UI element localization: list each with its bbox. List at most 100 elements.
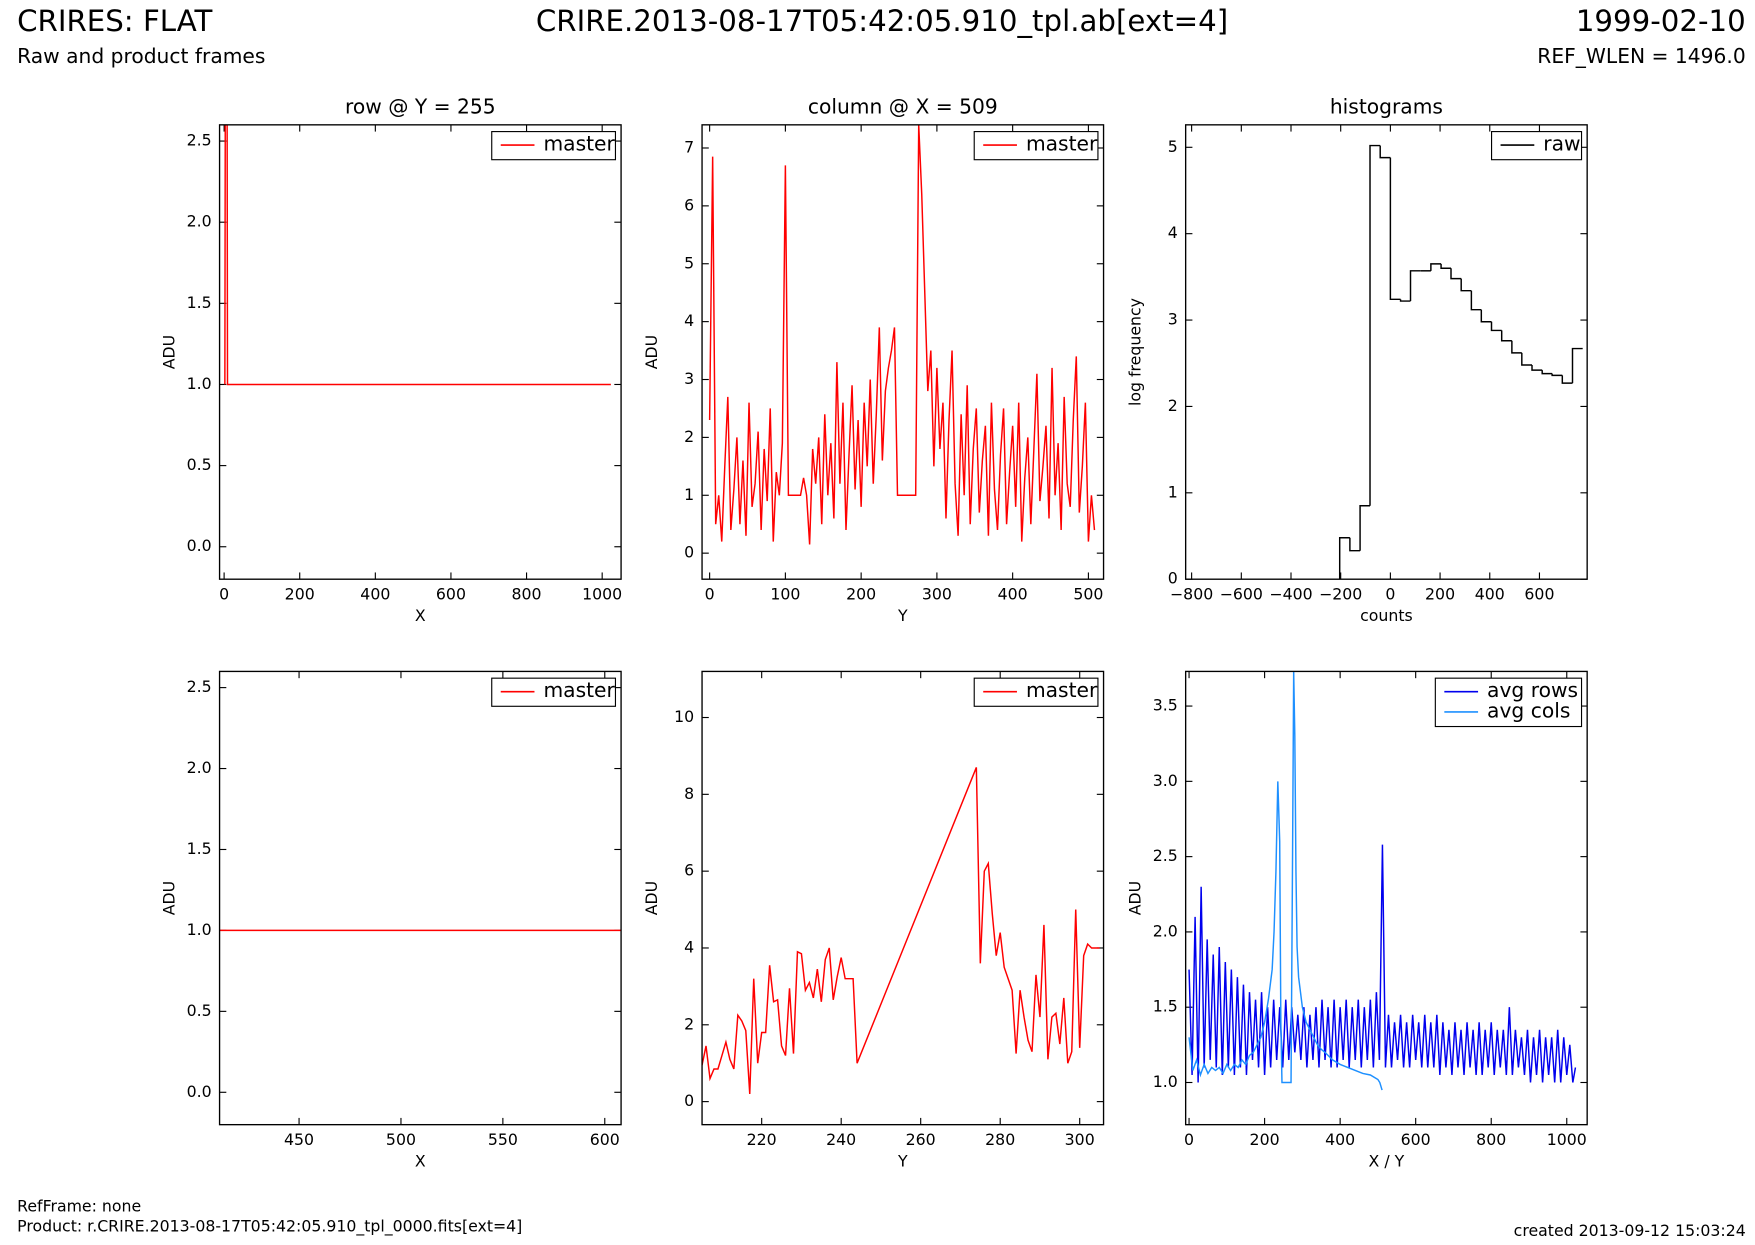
y-tick-label: 1.0 <box>1153 1072 1178 1091</box>
plot-frame <box>218 124 622 580</box>
y-tick-label: 1 <box>1168 482 1178 501</box>
histogram-step <box>1480 309 1492 323</box>
legend-label: master <box>543 678 615 702</box>
x-tick-label: 400 <box>1475 584 1505 603</box>
x-tick-label: 260 <box>906 1130 936 1149</box>
x-tick-label: 1000 <box>582 584 622 603</box>
x-tick-label: 0 <box>705 584 715 603</box>
x-tick-label: 600 <box>436 584 466 603</box>
y-tick-label: 1.5 <box>187 839 212 858</box>
histogram-step <box>1450 268 1462 280</box>
histogram-step <box>1571 347 1583 384</box>
y-tick-label: 6 <box>684 195 694 214</box>
histogram-step <box>1490 321 1502 332</box>
histogram-step <box>1349 537 1361 552</box>
legend-label: master <box>1026 678 1098 702</box>
x-tick-label: 0 <box>1385 584 1395 603</box>
x-axis-label: Y <box>897 1151 908 1170</box>
x-tick-label: 550 <box>488 1130 518 1149</box>
y-tick-label: 10 <box>674 707 694 726</box>
legend-label: raw <box>1543 132 1580 156</box>
y-tick-label: 1.5 <box>1153 997 1178 1016</box>
series-line <box>708 124 1096 545</box>
y-tick-label: 0.5 <box>187 1001 212 1020</box>
header-title: CRIRES: FLAT <box>17 4 212 38</box>
x-tick-label: 0 <box>1184 1130 1194 1149</box>
y-tick-label: 2.0 <box>187 212 212 231</box>
histogram-step <box>1551 373 1563 377</box>
y-tick-label: 3.5 <box>1153 696 1178 715</box>
y-tick-label: 5 <box>684 253 694 272</box>
x-tick-label: 240 <box>826 1130 856 1149</box>
y-tick-label: 0 <box>684 543 694 562</box>
histogram-step <box>1379 145 1391 159</box>
x-tick-label: 0 <box>219 584 229 603</box>
header-date: 1999-02-10 <box>1576 4 1746 38</box>
y-tick-label: 0 <box>684 1091 694 1110</box>
series-line <box>702 767 1100 1094</box>
x-tick-label: 600 <box>1524 584 1554 603</box>
footer-ref-frame: RefFrame: none <box>17 1196 141 1215</box>
histogram-step <box>1430 263 1442 271</box>
footer-created: created 2013-09-12 15:03:24 <box>1514 1221 1746 1240</box>
y-tick-label: 6 <box>684 861 694 880</box>
series-line <box>1188 671 1383 1091</box>
plot-frame <box>1184 124 1588 580</box>
x-tick-label: 800 <box>1476 1130 1506 1149</box>
histogram-step <box>1399 299 1411 302</box>
y-tick-label: 0.0 <box>187 1082 212 1101</box>
histogram-step <box>1389 157 1401 301</box>
y-tick-label: 0 <box>1168 569 1178 588</box>
y-tick-label: 2.5 <box>187 131 212 150</box>
y-axis-label: ADU <box>642 335 661 369</box>
y-tick-label: 3 <box>684 369 694 388</box>
legend-label: avg cols <box>1487 698 1570 722</box>
x-tick-label: 200 <box>846 584 876 603</box>
plot-frame <box>701 670 1105 1126</box>
y-axis-label: ADU <box>160 881 179 915</box>
legend-box <box>973 131 1099 161</box>
plot-frame <box>701 124 1105 580</box>
y-tick-label: 1.0 <box>187 920 212 939</box>
x-axis-label: counts <box>1360 606 1413 625</box>
series-line <box>1188 844 1577 1083</box>
x-tick-label: 220 <box>747 1130 777 1149</box>
y-tick-label: 2 <box>684 1014 694 1033</box>
panel-title: histograms <box>1330 94 1443 118</box>
legend-box <box>1434 677 1583 728</box>
y-tick-label: 3.0 <box>1153 771 1178 790</box>
x-axis-label: X / Y <box>1369 1151 1405 1170</box>
histogram-step <box>1338 537 1350 580</box>
y-tick-label: 4 <box>684 937 694 956</box>
x-tick-label: 300 <box>922 584 952 603</box>
x-tick-label: −600 <box>1220 584 1263 603</box>
y-tick-label: 2 <box>1168 396 1178 415</box>
x-tick-label: 450 <box>284 1130 314 1149</box>
histogram-step <box>1561 375 1573 384</box>
histogram-step <box>1440 263 1452 269</box>
footer-product: Product: r.CRIRE.2013-08-17T05:42:05.910… <box>17 1217 522 1237</box>
histogram-step <box>1531 364 1543 371</box>
legend-label: avg rows <box>1487 678 1578 702</box>
legend-label: master <box>543 132 615 156</box>
histogram-step <box>1470 290 1482 311</box>
x-tick-label: 500 <box>1073 584 1103 603</box>
x-tick-label: 200 <box>1425 584 1455 603</box>
x-tick-label: 280 <box>985 1130 1015 1149</box>
x-axis-label: X <box>415 1151 426 1170</box>
histogram-step <box>1511 340 1522 354</box>
y-tick-label: 8 <box>684 784 694 803</box>
y-tick-label: 2.0 <box>187 758 212 777</box>
x-tick-label: 400 <box>1325 1130 1355 1149</box>
y-tick-label: 2 <box>684 427 694 446</box>
y-tick-label: 2.0 <box>1153 921 1178 940</box>
series-line <box>224 124 611 386</box>
y-tick-label: 1 <box>684 485 694 504</box>
y-tick-label: 1.5 <box>187 293 212 312</box>
y-tick-label: 2.5 <box>187 677 212 696</box>
histogram-step <box>1521 352 1533 366</box>
histogram-step <box>1359 505 1371 551</box>
y-axis-label: ADU <box>642 881 661 915</box>
